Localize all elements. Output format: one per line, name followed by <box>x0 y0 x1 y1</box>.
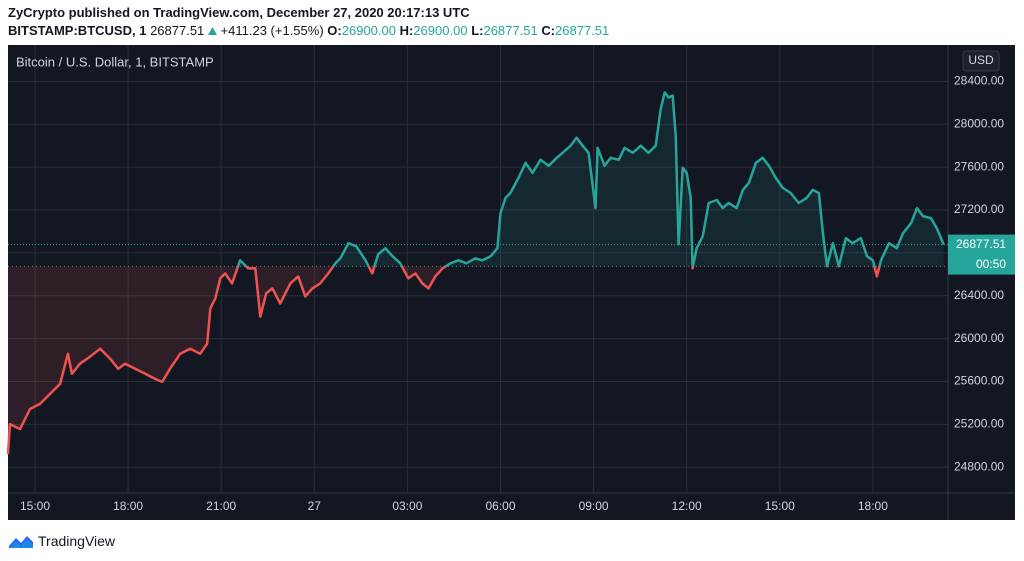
y-tick-label: 28400.00 <box>954 74 1004 88</box>
price-line <box>6 91 945 455</box>
open: 26900.00 <box>341 23 396 38</box>
up-arrow <box>207 27 217 35</box>
x-tick-label: 15:00 <box>765 499 795 513</box>
y-tick-label: 26000.00 <box>954 331 1004 345</box>
y-tick-label: 27200.00 <box>954 202 1004 216</box>
price-tag <box>948 234 1015 275</box>
close: 26877.51 <box>555 23 610 38</box>
change: +411.23 (+1.55%) <box>220 23 324 38</box>
currency-box <box>962 50 1000 72</box>
x-tick-label: 21:00 <box>206 499 236 513</box>
y-tick-label: 28000.00 <box>954 116 1004 130</box>
area-fill <box>8 92 944 455</box>
x-tick-label: 03:00 <box>392 499 422 513</box>
price: 26877.51 <box>150 23 205 38</box>
currency: USD <box>968 53 994 67</box>
countdown: 00:50 <box>976 257 1006 271</box>
symbol-line: BITSTAMP:BTCUSD, 1 26877.51 +411.23 (+1.… <box>8 23 609 38</box>
low: 26877.51 <box>483 23 538 38</box>
price-tag-label: 26877.51 <box>956 237 1006 251</box>
y-tick-label: 27600.00 <box>954 159 1004 173</box>
x-tick-label: 15:00 <box>20 499 50 513</box>
x-tick-label: 18:00 <box>113 499 143 513</box>
high-label: H: <box>399 23 414 38</box>
y-tick-label: 24800.00 <box>954 459 1004 473</box>
low-label: L: <box>471 23 484 38</box>
y-tick-label: 25600.00 <box>954 374 1004 388</box>
footer: TradingView <box>8 533 115 549</box>
close-label: C: <box>541 23 556 38</box>
high: 26900.00 <box>413 23 468 38</box>
brand: TradingView <box>38 533 116 549</box>
symbol: BITSTAMP:BTCUSD, 1 <box>8 23 147 38</box>
x-tick-label: 09:00 <box>579 499 609 513</box>
publisher-line: ZyCrypto published on TradingView.com, D… <box>8 5 470 20</box>
x-tick-label: 27 <box>308 499 322 513</box>
x-tick-label: 12:00 <box>672 499 702 513</box>
y-tick-label: 26400.00 <box>954 288 1004 302</box>
y-tick-label: 25200.00 <box>954 417 1004 431</box>
open-label: O: <box>327 23 342 38</box>
tv-logo <box>9 536 33 548</box>
x-tick-label: 18:00 <box>858 499 888 513</box>
x-tick-label: 06:00 <box>485 499 515 513</box>
chart-title: Bitcoin / U.S. Dollar, 1, BITSTAMP <box>16 54 214 69</box>
